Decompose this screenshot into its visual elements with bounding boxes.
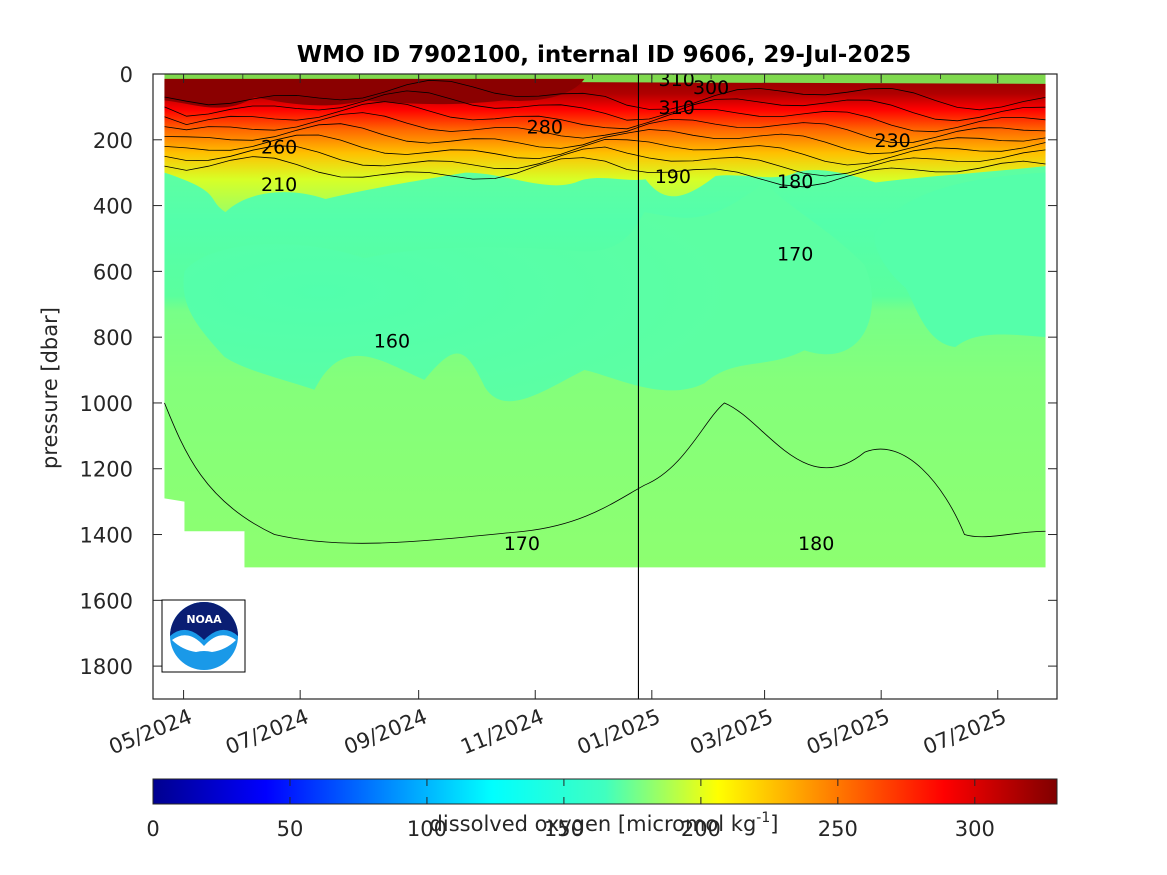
x-tick-label: 07/2024 [222,704,312,759]
contour-label: 160 [374,330,410,352]
colorbar-tick-label: 100 [407,817,447,841]
colorbar-label-main: dissolved oxygen [micromol kg [430,812,757,836]
y-tick-label: 800 [93,326,133,350]
contour-label: 180 [798,533,834,555]
contour-line [164,90,1046,122]
contour-line [164,145,1046,177]
contour-label: 260 [261,136,297,158]
contour-label: 230 [875,130,911,152]
contour-lines [164,79,1046,544]
contour-line [164,123,1046,155]
y-tick-label: 1600 [80,589,133,613]
oxygen-field [164,74,1046,568]
y-tick-label: 600 [93,260,133,284]
contour-line [164,156,1046,188]
contour-label: 310 [659,69,695,91]
colorbar-tick-label: 250 [818,817,858,841]
surface-oxygen-layer [164,80,1046,213]
colorbar-tick-label: 50 [277,817,304,841]
contour-label: 190 [655,166,691,188]
y-tick-label: 200 [93,129,133,153]
colorbar-tick-label: 200 [681,817,721,841]
contour-line [164,112,1046,143]
contour-label: 170 [777,243,813,265]
colorbar-tick-label: 150 [544,817,584,841]
x-tick-label: 03/2025 [687,704,777,759]
y-tick-label: 1000 [80,392,133,416]
y-tick-label: 1400 [80,524,133,548]
x-tick-label: 09/2024 [341,704,431,759]
colorbar-axis: 0 50 100 150 200 250 300 [146,779,995,841]
right-intermediate-core [874,172,1046,348]
y-axis: 0 200 400 600 800 1000 1200 1400 1600 1800 [80,63,1057,679]
contour-label: 170 [504,533,540,555]
y-tick-label: 0 [120,63,133,87]
colorbar-label-superscript: -1 [756,810,770,826]
axes-frame [152,73,1058,700]
colorbar-label: dissolved oxygen [micromol kg-1] [430,810,779,836]
colorbar-tick-label: 0 [146,817,159,841]
noaa-logo-text: NOAA [186,613,222,626]
contour-line-deep [164,402,1046,544]
y-tick-label: 1200 [80,458,133,482]
contour-label: 310 [659,97,695,119]
contour-label: 300 [693,77,729,99]
colorbar [152,778,1058,805]
contour-label: 180 [777,171,813,193]
x-tick-label: 05/2025 [803,704,893,759]
contour-line [164,79,1046,111]
oxygen-maximum-patch [164,78,585,108]
y-tick-label: 1800 [80,655,133,679]
colorbar-label-end: ] [770,812,778,836]
y-tick-label: 400 [93,195,133,219]
x-tick-label: 05/2024 [106,704,196,759]
x-tick-label: 07/2025 [920,704,1010,759]
intermediate-water-core [183,182,872,402]
x-tick-label: 01/2025 [574,704,664,759]
contour-line [164,101,1046,133]
contour-label: 210 [261,174,297,196]
chart-title: WMO ID 7902100, internal ID 9606, 29-Jul… [297,42,912,68]
contour-label: 280 [527,117,563,139]
contour-line [164,134,1046,166]
x-tick-label: 11/2024 [457,704,547,759]
y-axis-label: pressure [dbar] [38,307,62,469]
noaa-logo: NOAA [161,599,246,673]
colorbar-tick-label: 300 [955,817,995,841]
